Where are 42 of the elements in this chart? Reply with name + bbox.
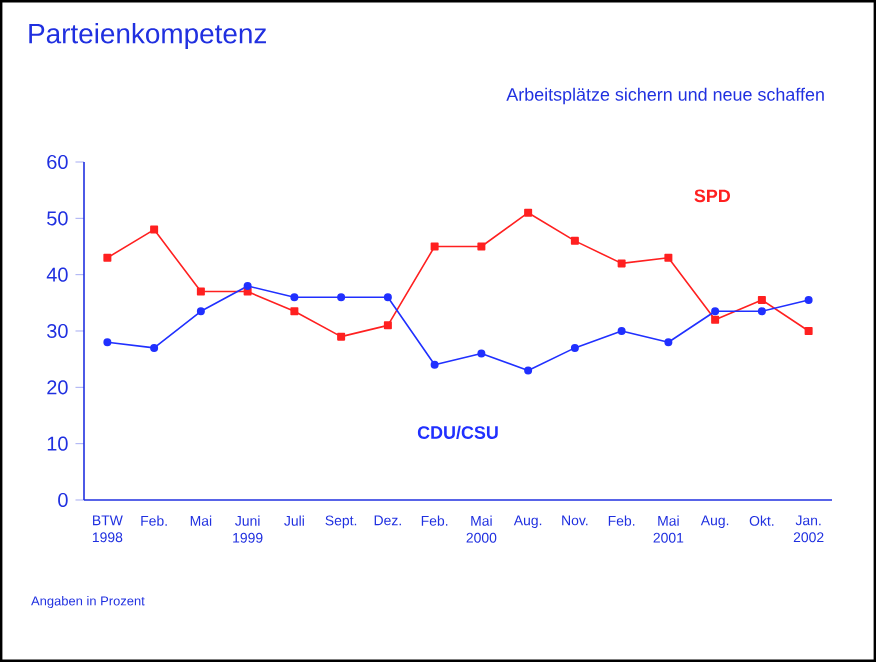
point xyxy=(711,315,720,324)
point xyxy=(617,327,626,335)
point xyxy=(383,293,392,302)
point xyxy=(804,327,813,335)
point xyxy=(430,360,439,369)
y-tick-label: 60 xyxy=(47,154,68,170)
point xyxy=(383,321,392,330)
point xyxy=(664,338,673,347)
point xyxy=(290,307,299,316)
point xyxy=(757,296,766,305)
point xyxy=(150,225,159,234)
chart-title: Parteienkompetenz xyxy=(29,22,266,49)
point xyxy=(196,287,205,296)
y-tick-label: 20 xyxy=(47,380,68,395)
text: SPD xyxy=(694,189,730,203)
y-tick-label: 40 xyxy=(46,267,68,282)
point xyxy=(150,343,159,352)
point xyxy=(757,307,766,316)
point xyxy=(804,296,813,305)
point xyxy=(477,349,486,358)
chart-subtitle: Arbeitsplätze sichern und neue schaffen xyxy=(506,87,824,105)
point xyxy=(243,281,252,290)
y-tick-label: 50 xyxy=(47,211,68,226)
point xyxy=(430,242,439,251)
point xyxy=(524,208,533,217)
point xyxy=(196,307,205,316)
y-tick-label: 10 xyxy=(47,436,68,451)
point xyxy=(711,307,720,316)
point xyxy=(570,343,579,352)
point xyxy=(477,242,486,251)
y-tick-label: 30 xyxy=(47,323,68,339)
point xyxy=(617,259,626,268)
point xyxy=(570,236,579,245)
point xyxy=(337,293,346,302)
point xyxy=(103,338,112,347)
point xyxy=(337,332,346,341)
point xyxy=(524,366,533,375)
point xyxy=(664,253,673,262)
point xyxy=(103,253,112,262)
point xyxy=(290,293,299,302)
y-tick-label: 0 xyxy=(58,492,68,508)
text: CDU/CSU xyxy=(417,425,498,440)
